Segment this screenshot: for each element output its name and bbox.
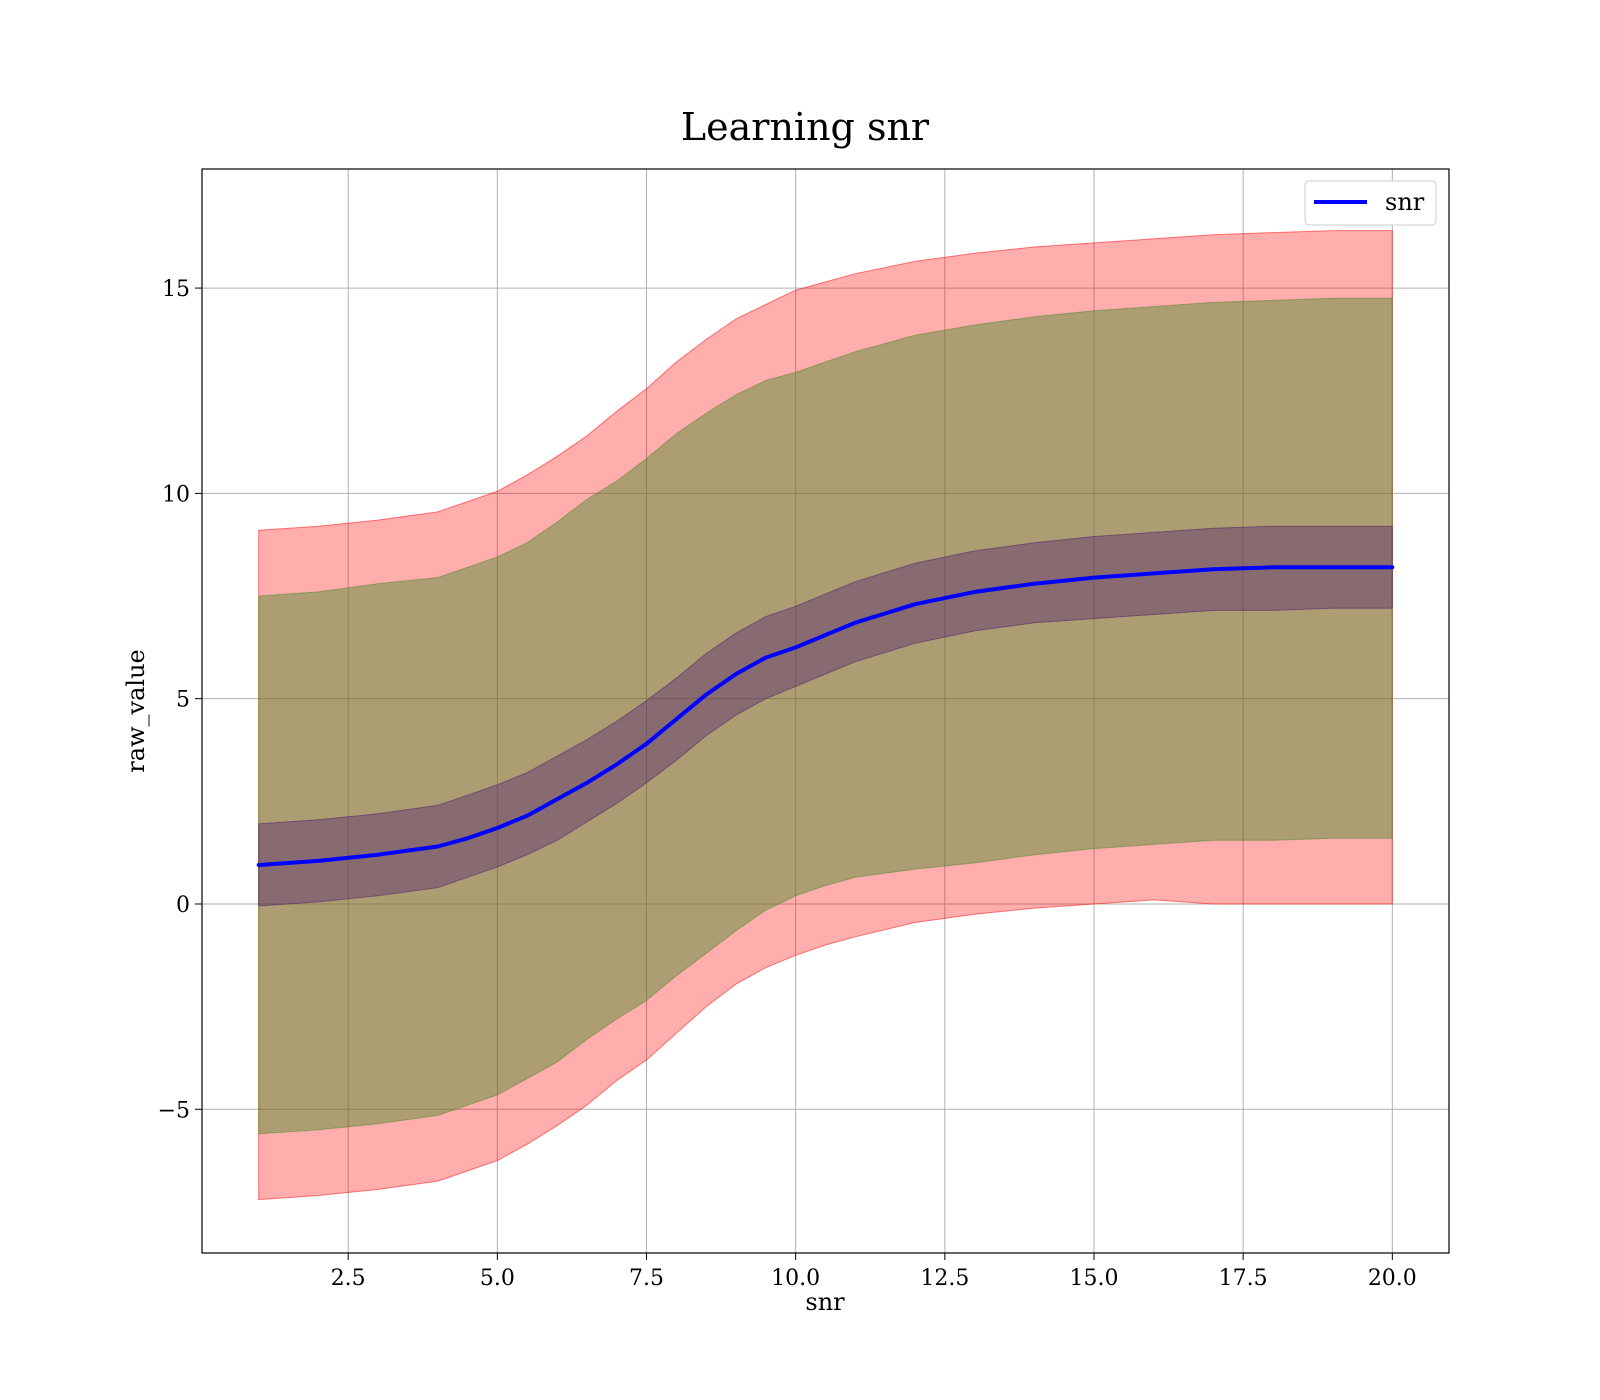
- chart-title: Learning snr: [681, 105, 930, 149]
- plot-background: [202, 169, 1449, 1253]
- x-tick-label: 5.0: [480, 1266, 515, 1291]
- y-axis-ticks: −5 0 5 10 15: [158, 277, 202, 1123]
- x-axis-label: snr: [805, 1288, 845, 1316]
- series-lines: [256, 565, 1395, 867]
- legend-label-snr: snr: [1385, 188, 1425, 216]
- y-tick-label: 5: [176, 688, 190, 713]
- x-tick-label: 7.5: [629, 1266, 664, 1291]
- plot-area: [201, 168, 1450, 1254]
- y-tick-label: 15: [162, 277, 190, 302]
- x-tick-label: 2.5: [331, 1266, 366, 1291]
- x-tick-label: 20.0: [1368, 1266, 1417, 1291]
- x-axis-ticks: 2.5 5.0 7.5 10.0 12.5 15.0 17.5 20.0: [331, 1253, 1417, 1291]
- x-tick-label: 15.0: [1070, 1266, 1119, 1291]
- legend: snr: [1304, 180, 1437, 226]
- series-line-snr: [256, 565, 1395, 867]
- x-tick-label: 10.0: [771, 1266, 820, 1291]
- y-tick-label: 0: [176, 893, 190, 918]
- legend-box: [1304, 180, 1437, 226]
- x-tick-label: 17.5: [1219, 1266, 1268, 1291]
- y-tick-label: −5: [158, 1098, 190, 1123]
- plot-frame: [201, 168, 1450, 1254]
- y-axis-label: raw_value: [122, 649, 150, 773]
- confidence-band-1: [258, 297, 1393, 1135]
- x-tick-label: 12.5: [920, 1266, 969, 1291]
- confidence-band-0: [258, 230, 1393, 1201]
- y-tick-label: 10: [162, 482, 190, 507]
- confidence-bands: [258, 230, 1393, 1201]
- confidence-band-2: [258, 525, 1393, 907]
